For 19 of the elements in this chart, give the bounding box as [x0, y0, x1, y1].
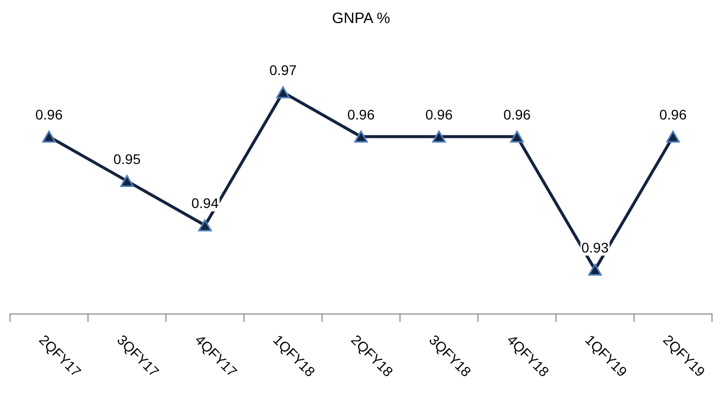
point	[432, 130, 446, 143]
data-label: 0.94	[191, 195, 219, 212]
data-label: 0.93	[581, 240, 609, 256]
point	[354, 130, 368, 143]
chart-title: GNPA %	[332, 10, 390, 28]
data-label: 0.96	[347, 106, 375, 123]
point	[276, 86, 290, 98]
data-label: 0.96	[503, 106, 531, 123]
point	[510, 130, 524, 143]
data-label: 0.97	[269, 62, 297, 78]
point	[588, 264, 602, 276]
point	[666, 130, 680, 143]
point	[120, 175, 134, 187]
data-label: 0.96	[659, 106, 687, 123]
data-label: 0.96	[35, 106, 63, 123]
point	[42, 130, 56, 143]
point	[198, 219, 212, 232]
data-label: 0.95	[113, 150, 141, 167]
data-label: 0.96	[425, 106, 453, 123]
